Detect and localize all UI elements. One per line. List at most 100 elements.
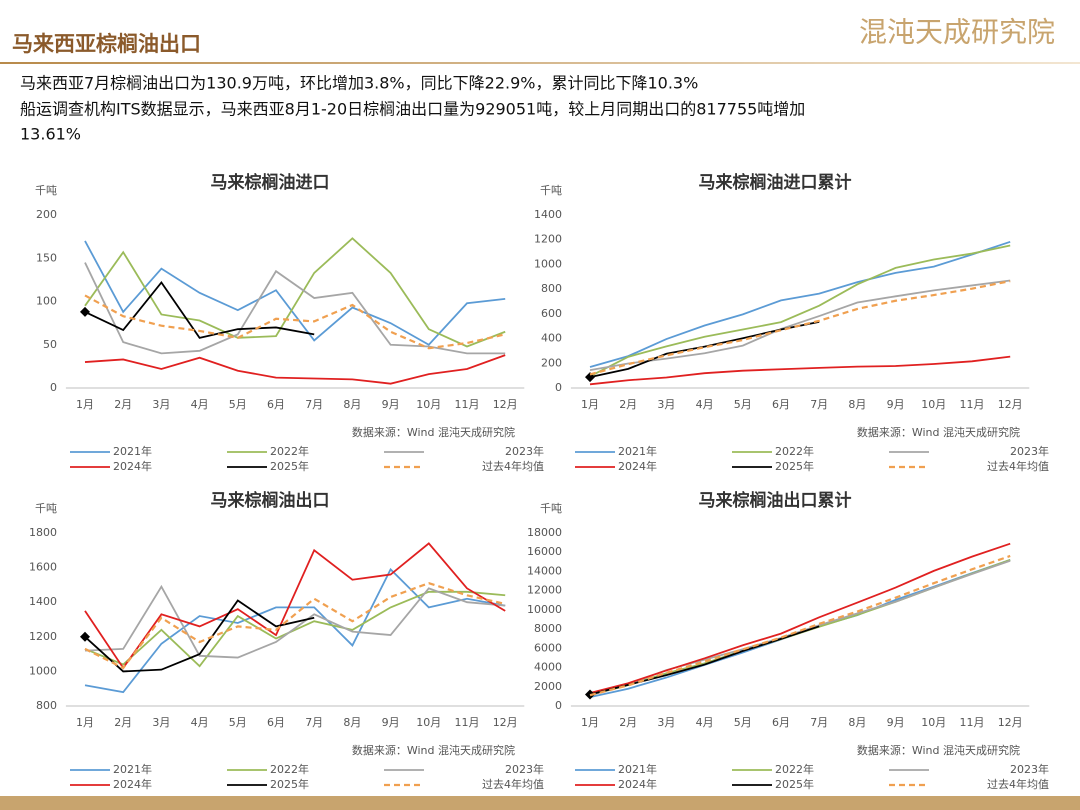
series-line [589,542,1011,694]
x-tick-label: 6月 [267,716,285,729]
x-tick-label: 11月 [455,716,480,729]
source-note: 数据来源：Wind 混沌天成研究院 [352,743,515,757]
y-tick-label: 1800 [29,526,57,539]
x-tick-label: 4月 [191,398,209,411]
y-tick-label: 1200 [29,630,57,643]
x-tick-label: 2月 [619,398,637,411]
legend-label: 2022年 [270,762,309,776]
x-tick-label: 6月 [267,398,285,411]
x-tick-label: 1月 [581,398,599,411]
x-tick-label: 10月 [921,716,946,729]
legend-label: 过去4年均值 [482,459,544,473]
x-tick-label: 10月 [416,398,441,411]
series-line [84,584,506,659]
legend-label: 2021年 [618,444,657,458]
x-tick-label: 1月 [581,716,599,729]
x-tick-label: 8月 [848,716,866,729]
series-line [84,599,315,673]
y-tick-label: 0 [555,699,562,712]
series-line [84,262,506,355]
y-tick-label: 16000 [527,545,562,558]
y-tick-label: 14000 [527,564,562,577]
x-tick-label: 9月 [887,398,905,411]
series-line [589,279,1011,371]
legend-label: 2023年 [1010,444,1049,458]
x-tick-label: 12月 [493,398,518,411]
footer-bar [0,796,1080,810]
chart-title: 马来棕榈油进口累计 [699,172,852,193]
unit-label: 千吨 [35,184,57,197]
x-tick-label: 7月 [810,398,828,411]
x-tick-label: 12月 [493,716,518,729]
legend-label: 2025年 [270,777,309,791]
series-line [589,244,1011,378]
body-line: 马来西亚7月棕榈油出口为130.9万吨，环比增加3.8%，同比下降22.9%，累… [20,74,698,93]
y-tick-label: 600 [541,307,562,320]
x-tick-label: 1月 [76,716,94,729]
unit-label: 千吨 [35,502,57,515]
body-line: 船运调查机构ITS数据显示，马来西亚8月1-20日棕榈油出口量为929051吨，… [20,100,805,119]
x-tick-label: 5月 [229,716,247,729]
y-tick-label: 400 [541,332,562,345]
header-rule [0,62,1080,64]
series-line [84,294,506,350]
y-tick-label: 200 [36,208,57,221]
logo: 混沌天成研究院 [859,16,1055,49]
x-tick-label: 8月 [343,716,361,729]
series-line [84,590,506,668]
chart-title: 马来棕榈油出口 [211,490,330,511]
x-tick-label: 3月 [657,716,675,729]
chart-title: 马来棕榈油出口累计 [699,490,852,511]
x-tick-label: 6月 [772,398,790,411]
y-tick-label: 8000 [534,622,562,635]
x-tick-label: 12月 [998,716,1023,729]
x-tick-label: 7月 [810,716,828,729]
x-tick-label: 12月 [998,398,1023,411]
x-tick-label: 7月 [305,398,323,411]
y-tick-label: 6000 [534,641,562,654]
legend-label: 2025年 [775,777,814,791]
source-note: 数据来源：Wind 混沌天成研究院 [352,425,515,439]
point-marker [80,306,90,317]
y-tick-label: 0 [50,381,57,394]
legend-label: 过去4年均值 [482,777,544,791]
x-tick-label: 7月 [305,716,323,729]
legend-label: 过去4年均值 [987,459,1049,473]
series-line [589,355,1011,386]
legend-label: 2023年 [505,762,544,776]
legend-label: 2022年 [775,762,814,776]
unit-label: 千吨 [540,502,562,515]
series-line [589,625,820,696]
x-tick-label: 11月 [455,398,480,411]
x-tick-label: 4月 [191,716,209,729]
x-tick-label: 9月 [382,398,400,411]
x-tick-label: 2月 [619,716,637,729]
body-line: 13.61% [20,125,81,144]
y-tick-label: 100 [36,295,57,308]
y-tick-label: 1200 [534,233,562,246]
legend-label: 2021年 [113,444,152,458]
series-line [589,554,1011,697]
series-line [84,237,506,348]
x-tick-label: 11月 [960,398,985,411]
y-tick-label: 2000 [534,680,562,693]
source-note: 数据来源：Wind 混沌天成研究院 [857,743,1020,757]
y-tick-label: 10000 [527,603,562,616]
x-tick-label: 10月 [921,398,946,411]
series-line [84,354,506,385]
x-tick-label: 4月 [696,716,714,729]
series-line [589,240,1011,368]
source-note: 数据来源：Wind 混沌天成研究院 [857,425,1020,439]
legend-label: 2022年 [270,444,309,458]
series-line [84,582,506,670]
legend-label: 2023年 [1010,762,1049,776]
y-tick-label: 12000 [527,584,562,597]
x-tick-label: 8月 [848,398,866,411]
legend-label: 2022年 [775,444,814,458]
x-tick-label: 5月 [734,716,752,729]
y-tick-label: 1600 [29,561,57,574]
series-line [589,280,1011,376]
x-tick-label: 10月 [416,716,441,729]
x-tick-label: 5月 [734,398,752,411]
